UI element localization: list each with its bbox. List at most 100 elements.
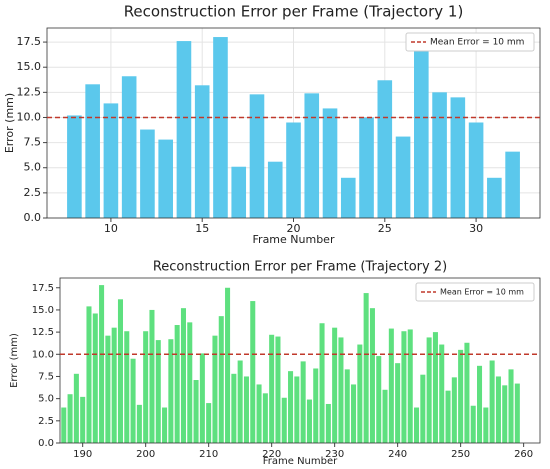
bar: [92, 313, 98, 443]
chart-title: Reconstruction Error per Frame (Trajecto…: [153, 260, 447, 275]
plot-frame: [59, 277, 541, 444]
bar: [414, 49, 429, 218]
bar: [395, 136, 411, 218]
legend-box: [405, 32, 535, 52]
bar: [351, 384, 357, 443]
x-tick-label: 220: [262, 449, 281, 460]
bar: [130, 358, 136, 443]
bar: [489, 360, 495, 443]
bar: [194, 85, 210, 218]
bar: [243, 376, 249, 443]
bar: [369, 308, 375, 443]
x-tick-label: 30: [469, 222, 483, 235]
bar: [294, 376, 300, 443]
bar: [61, 407, 67, 443]
bar: [80, 396, 86, 443]
bar: [451, 377, 457, 443]
bar: [121, 76, 137, 218]
bar: [143, 331, 149, 443]
bar: [269, 334, 275, 443]
bar: [487, 177, 502, 218]
bar: [420, 374, 426, 443]
bar: [338, 337, 344, 443]
bar: [180, 308, 186, 443]
bar: [470, 405, 476, 443]
bar: [262, 393, 268, 443]
x-tick-label: 25: [378, 222, 392, 235]
bar: [105, 335, 111, 443]
y-tick-label: 0.0: [24, 211, 42, 224]
x-axis-label: Frame Number: [253, 233, 335, 246]
x-tick-label: 250: [451, 449, 470, 460]
bar: [388, 328, 394, 443]
bar: [212, 335, 218, 443]
y-tick-label: 2.5: [38, 416, 54, 427]
bar: [103, 103, 119, 218]
bar: [313, 368, 319, 443]
bar: [155, 340, 161, 443]
bar: [117, 299, 123, 443]
bar: [464, 342, 470, 443]
bar: [426, 337, 432, 443]
bar: [136, 404, 142, 443]
bar: [231, 373, 237, 443]
y-axis-label: Error (mm): [9, 333, 20, 388]
legend-box: [415, 282, 535, 302]
legend-label: Mean Error = 10 mm: [430, 38, 524, 48]
bar: [249, 94, 265, 218]
bar: [218, 316, 224, 443]
bar: [73, 373, 79, 443]
bar: [514, 383, 520, 443]
x-tick-label: 10: [104, 222, 118, 235]
y-tick-label: 7.5: [24, 136, 42, 149]
x-tick-label: 260: [514, 449, 533, 460]
bar: [288, 371, 294, 443]
bar: [458, 349, 464, 443]
bar: [445, 390, 451, 443]
bar: [187, 322, 193, 443]
y-tick-label: 12.5: [32, 327, 54, 338]
bar: [225, 287, 231, 443]
bar: [281, 397, 287, 443]
x-tick-label: 15: [195, 222, 209, 235]
y-tick-label: 5.0: [38, 394, 54, 405]
y-tick-label: 15.0: [32, 305, 54, 316]
bar: [86, 306, 92, 443]
bar: [99, 285, 105, 443]
x-tick-label: 240: [388, 449, 407, 460]
bar: [477, 365, 483, 443]
bar: [237, 360, 243, 443]
y-tick-label: 10.0: [17, 110, 42, 123]
bar: [306, 399, 312, 443]
chart-title: Reconstruction Error per Frame (Trajecto…: [124, 3, 464, 21]
bar: [414, 407, 420, 443]
bar: [502, 385, 508, 443]
bar: [407, 329, 413, 443]
bar: [495, 376, 501, 443]
bar: [468, 122, 484, 218]
bar: [357, 344, 363, 443]
y-tick-label: 0.0: [38, 438, 54, 449]
x-tick-label: 200: [136, 449, 155, 460]
bar: [168, 339, 174, 443]
bar: [505, 151, 520, 218]
bar: [508, 369, 514, 443]
bar: [359, 117, 374, 218]
bar: [382, 389, 388, 443]
y-tick-label: 10.0: [32, 349, 54, 360]
bar: [275, 336, 281, 443]
bar: [401, 331, 407, 443]
bar: [231, 166, 247, 218]
bar: [322, 108, 338, 218]
bar: [377, 80, 393, 218]
bar: [319, 323, 325, 443]
bar: [286, 122, 301, 218]
bar: [199, 353, 205, 443]
bar: [363, 293, 369, 443]
bar: [67, 115, 82, 218]
bar: [174, 325, 180, 443]
bar: [304, 93, 320, 218]
bar: [483, 407, 489, 443]
bar: [149, 309, 155, 443]
subplot: Reconstruction Error per Frame (Trajecto…: [9, 260, 541, 467]
